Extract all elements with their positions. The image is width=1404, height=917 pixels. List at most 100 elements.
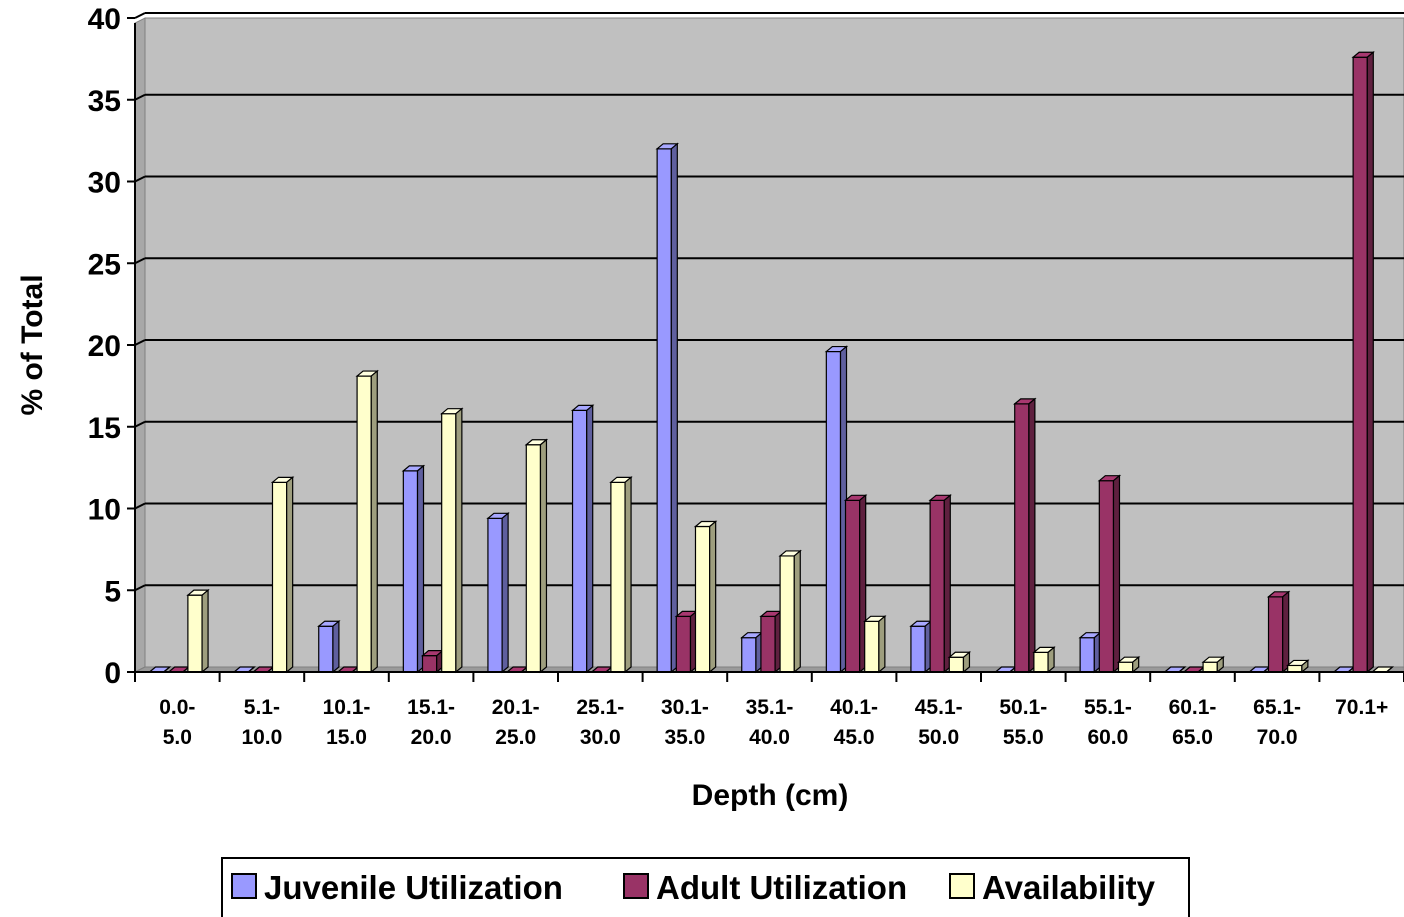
y-tick-labels: 0 5 10 15 20 25 30 35 40 [88,3,121,690]
bar-front [656,148,672,673]
x-tick-label-line: 45.0 [834,726,875,749]
gridline-side [134,420,146,428]
x-tick-label-line: 65.0 [1172,726,1213,749]
x-tick-label-line: 60.0 [1087,726,1128,749]
x-tick-label: 45.1- 50.0 [915,696,963,749]
bar [186,588,210,674]
bar-side [455,407,463,674]
bar [1266,590,1291,674]
bar-side [163,666,171,673]
gridlines [134,12,1404,592]
bar [420,649,445,674]
x-axis-title: Depth (cm) [692,779,849,812]
bar-front [610,481,626,673]
x-tick-label-line: 10.1- [323,696,371,719]
bar-side [624,476,632,674]
x-tick-label: 15.1- 20.0 [407,696,455,749]
bar-front [1014,403,1030,673]
bar-front [487,517,503,673]
bar-front [1033,651,1049,673]
bar-side [247,666,255,673]
bar [317,619,341,674]
bar-front [402,470,419,673]
bar-side [1282,590,1290,674]
gridline-side [134,12,146,19]
x-tick-label-line: 55.1- [1084,696,1132,719]
x-tick-label-line: 40.1- [830,696,878,719]
bar-front [187,594,203,673]
bar-side [962,651,971,674]
bar [1032,646,1056,674]
x-tick-label-line: 55.0 [1003,726,1044,749]
x-tick-label: 5.1- 10.0 [241,696,282,749]
bar-side [1047,646,1055,674]
bar [486,512,510,674]
bar-side [1132,655,1140,674]
gridline-side [134,584,146,592]
bar-side [943,494,951,674]
bar-front [1202,661,1218,673]
bar-side [1366,50,1374,674]
bar-front [1079,637,1095,673]
x-tick-label: 25.1- 30.0 [576,696,624,749]
legend: Juvenile Utilization Adult Utilization Ava… [221,857,1190,917]
y-tick-label: 10 [88,494,121,527]
gridline-side [134,257,146,265]
bar [1097,474,1122,674]
y-tick-label: 40 [88,3,121,36]
x-tick-label-line: 0.0- [159,696,195,719]
x-tick-label: 30.1- 35.0 [661,696,709,749]
y-tick-label: 20 [88,330,121,363]
bars [147,50,1395,674]
bar [401,464,426,674]
bar-front [675,615,692,673]
bar [270,476,295,674]
x-tick-label-line: 15.0 [326,726,367,749]
bar [843,494,868,674]
axes [127,17,1404,682]
gridline-side [134,502,146,510]
bar-front [864,620,880,673]
bar-front [1117,661,1134,673]
bar-front [929,499,945,673]
legend-swatch [623,873,649,899]
bar-side [1112,474,1121,674]
bar-front [694,525,711,673]
x-tick-label-line: 35.0 [664,726,705,749]
x-tick-label-line: 60.1- [1169,696,1217,719]
bar-front [421,655,438,673]
x-tick-label-line: 15.1- [407,696,455,719]
bar-front [1267,596,1284,673]
bar [355,369,379,674]
bar-side [201,588,209,674]
bar-side [332,619,340,674]
x-tick-label-line: 70.0 [1257,726,1298,749]
bar-side [1301,659,1309,674]
gridline-side [134,93,146,101]
gridline-side [134,175,146,183]
bar-front [356,375,372,673]
bar [1078,631,1102,674]
x-tick-label-line: 70.1+ [1335,696,1388,719]
bar [674,610,699,674]
bar [759,610,783,674]
bar [1351,50,1375,674]
x-tick-label-line: 45.1- [915,696,963,719]
x-tick-label-line: 40.0 [749,726,790,749]
bar-front [844,499,861,673]
x-tick-label: 10.1- 15.0 [323,696,371,749]
bar [609,476,633,674]
x-tick-label-line: 20.0 [411,726,452,749]
x-tick-label-line: 50.0 [918,726,959,749]
y-tick-label: 5 [104,575,121,608]
x-tick-label: 55.1- 60.0 [1084,696,1132,749]
x-tick-label-line: 50.1- [999,696,1047,719]
bar-front [760,615,776,673]
bar-side [539,438,548,674]
bar-front [825,350,842,673]
gridline-side [134,339,146,346]
bar [524,438,549,674]
x-tick-label-line: 30.1- [661,696,709,719]
bar-front [571,409,588,673]
